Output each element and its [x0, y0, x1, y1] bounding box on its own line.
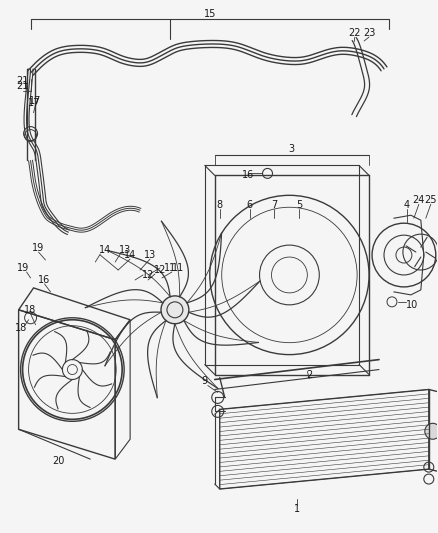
Text: 12: 12 — [154, 265, 166, 275]
Circle shape — [425, 423, 438, 439]
Text: 24: 24 — [413, 195, 425, 205]
Text: 11: 11 — [172, 263, 184, 273]
Text: 23: 23 — [363, 28, 375, 38]
Text: 20: 20 — [52, 456, 65, 466]
Text: 12: 12 — [142, 270, 154, 280]
Text: 13: 13 — [119, 245, 131, 255]
Text: 13: 13 — [144, 250, 156, 260]
Text: 15: 15 — [204, 9, 216, 19]
Text: 17: 17 — [29, 96, 42, 106]
Text: 4: 4 — [404, 200, 410, 211]
Text: 7: 7 — [272, 200, 278, 211]
Text: 11: 11 — [164, 263, 176, 273]
Text: 18: 18 — [14, 322, 27, 333]
Text: 22: 22 — [348, 28, 360, 38]
Text: 14: 14 — [99, 245, 111, 255]
Text: 8: 8 — [217, 200, 223, 211]
Text: 21: 21 — [16, 76, 29, 86]
Circle shape — [161, 296, 189, 324]
Text: 16: 16 — [39, 275, 51, 285]
Text: 5: 5 — [296, 200, 303, 211]
Text: 3: 3 — [288, 143, 294, 154]
Text: 19: 19 — [32, 243, 45, 253]
Text: 18: 18 — [25, 305, 37, 315]
Text: 9: 9 — [202, 376, 208, 386]
Text: 17: 17 — [28, 98, 41, 108]
Text: 25: 25 — [424, 195, 437, 205]
Text: 19: 19 — [17, 263, 29, 273]
Text: 2: 2 — [306, 369, 312, 379]
Text: 10: 10 — [406, 300, 418, 310]
Text: 6: 6 — [247, 200, 253, 211]
Text: 1: 1 — [294, 504, 300, 514]
Text: 16: 16 — [241, 171, 254, 180]
Text: 14: 14 — [124, 250, 136, 260]
Text: 21: 21 — [16, 81, 29, 91]
